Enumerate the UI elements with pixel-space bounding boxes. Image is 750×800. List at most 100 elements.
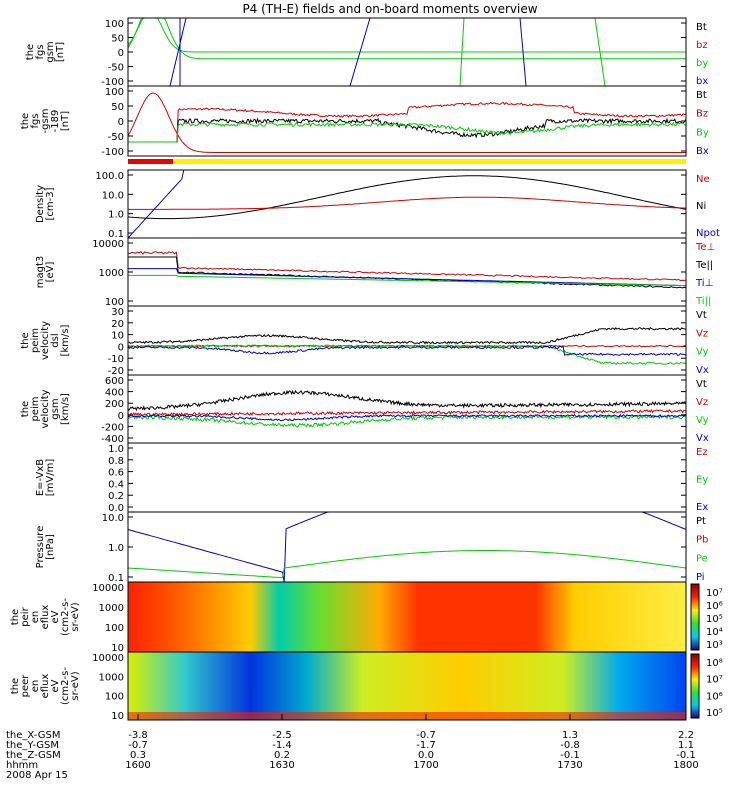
spectrogram [128,582,686,652]
legend-entry: Ez [696,447,708,458]
y-tick-label: -100 [101,147,124,158]
x-tick-label: -0.7 [128,740,148,751]
legend-entry: Vt [696,379,707,390]
legend-entry: Bt [696,22,707,33]
y-axis-label-line: peim [30,328,41,353]
y-axis-label-line: the [20,401,31,417]
y-axis-label-line: magt3 [35,256,46,289]
y-axis-label-line: (cm2-s- [60,598,71,636]
y-axis-label-line: eflux [40,674,51,699]
y-axis-label-line: eV [50,610,61,623]
panel-frame [127,511,687,583]
legend-entry: Vy [696,347,709,358]
legend-entry: Vx [696,365,709,376]
colorbar-tick-label: 10³ [706,640,723,651]
x-row-label: hhmm [6,760,38,771]
y-tick-label: 0.8 [108,456,124,467]
y-axis-label-line: -189 [50,110,61,133]
y-axis-label-line: (cm2-s- [60,667,71,705]
series-vy [127,344,687,366]
y-tick-label: 10.0 [102,513,124,524]
series-vt [127,326,687,345]
y-axis-label-line: the [20,332,31,348]
y-axis-label-line: Density [35,185,46,223]
y-tick-label: 1000 [99,603,124,614]
colorbar-tick-label: 10⁶ [706,691,723,702]
y-tick-label: 100 [105,623,124,634]
x-tick-label: -0.8 [560,740,580,751]
legend-entry: Bx [696,146,709,157]
y-axis-label-line: the [20,113,31,129]
y-tick-label: 100 [105,297,124,308]
legend-entry: Pi [696,572,705,583]
y-tick-label: 1000 [99,672,124,683]
y-tick-label: -50 [108,63,124,74]
y-axis-label: thepeimvelocitygsm[km/s] [20,389,71,428]
x-tick-label: -0.1 [560,750,580,761]
panel-9: thepeirenefluxeV(cm2-s-sr-eV) 10000 1000 10… [10,581,723,654]
y-tick-label: -100 [101,77,124,88]
y-tick-label: -400 [101,434,124,445]
legend-entry: Ne [696,174,710,185]
y-axis-label-line: [km/s] [60,324,71,356]
y-tick-label: 10000 [92,239,124,250]
panel-frame [127,374,687,444]
date-label: 2008 Apr 15 [6,770,68,781]
series-by [459,17,465,87]
y-tick-label: 100 [105,87,124,98]
legend-entry: By [696,127,709,138]
y-tick-label: 1.0 [108,543,124,554]
y-axis-label-line: [cm-3] [45,187,56,220]
y-axis-label-line: [nT] [55,42,66,62]
colorbar [690,583,700,651]
series-bx [519,17,527,87]
y-axis-label-line: velocity [40,389,51,428]
y-axis-label: thefgsgsm[nT] [25,41,66,62]
colorbar-tick-label: 10⁵ [706,614,723,625]
legend-entry: Te|| [695,260,713,271]
series-vx [127,345,687,357]
x-tick-label: -1.7 [416,740,436,751]
spectrogram-low-energy-band [128,712,686,720]
series-pi [127,511,687,583]
series-bz [128,101,687,143]
y-tick-label: 10000 [92,583,124,594]
panel-frame [127,237,687,307]
y-axis-label-line: gsm [50,398,61,419]
series-ni [127,175,687,220]
y-tick-label: 50 [111,102,124,113]
legend-entry: Ti⊥ [695,278,713,289]
y-tick-label: 100.0 [95,171,124,182]
legend-entry: Pe [696,553,708,564]
y-tick-label: 10 [111,643,124,654]
y-tick-label: 100 [105,19,124,30]
y-tick-label: -20 [108,366,124,377]
colorbar-tick-label: 10⁷ [706,588,723,599]
series-by [127,17,686,60]
colorbar [690,653,700,719]
legend-entry: Ey [696,475,708,486]
y-tick-label: 0.4 [108,479,124,490]
mode-bar-red [128,159,173,164]
legend-entry: Pt [696,516,706,527]
y-axis-label-line: -gsm [40,109,51,134]
y-tick-label: 0.0 [108,503,124,514]
y-tick-label: 50 [111,34,124,45]
panel-2: thefgs-gsm-189[nT] 100 50 0 -50 -100 Bt Bz By Bx [20,85,709,164]
mode-bar-yellow [173,159,686,164]
series-by-2 [127,17,686,53]
x-tick-label: 1.1 [678,740,694,751]
x-tick-label: -2.5 [272,730,292,741]
x-row-label: the_Y-GSM [6,740,59,751]
y-tick-label: 10.0 [102,190,124,201]
y-axis-label-line: peir [20,606,31,626]
panel-frame [127,305,687,376]
figure-title: P4 (TH-E) fields and on-board moments ov… [242,2,537,16]
y-axis-label-line: fgs [35,44,46,59]
series-vy [127,414,687,428]
x-tick-label: -0.7 [416,730,436,741]
y-axis-label-line: eflux [40,605,51,630]
y-axis-label-line: dsl [50,333,61,347]
series-pe [127,550,687,579]
